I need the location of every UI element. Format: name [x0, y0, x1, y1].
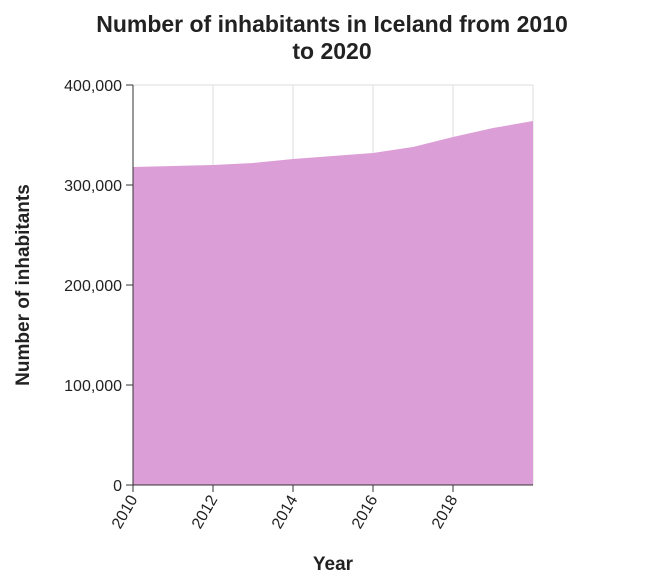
y-axis-title: Number of inhabitants — [13, 184, 34, 386]
chart-title-line-1: Number of inhabitants in Iceland from 20… — [96, 11, 568, 37]
y-tick-label: 200,000 — [64, 278, 122, 295]
x-tick-label: 2014 — [269, 492, 302, 531]
chart-title-line-2: to 2020 — [292, 38, 371, 64]
x-tick-label: 2018 — [429, 492, 462, 531]
plot-area — [133, 121, 533, 485]
series-area — [133, 121, 533, 485]
y-tick-label: 400,000 — [64, 78, 122, 95]
x-axis-title: Year — [313, 554, 354, 575]
x-tick-label: 2012 — [189, 492, 222, 531]
x-tick-label: 2016 — [349, 492, 382, 531]
y-tick-label: 100,000 — [64, 378, 122, 395]
x-tick-label: 2010 — [109, 492, 142, 531]
y-tick-label: 0 — [113, 478, 122, 495]
y-tick-label: 300,000 — [64, 178, 122, 195]
